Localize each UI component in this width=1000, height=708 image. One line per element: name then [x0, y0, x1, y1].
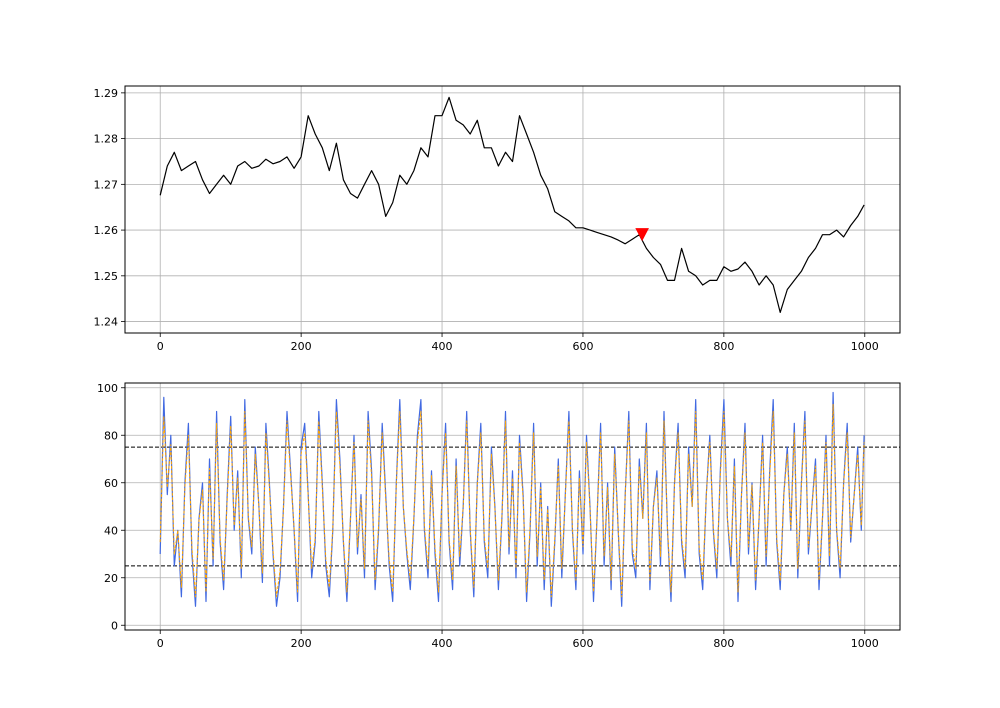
price-chart-y-tick-label: 1.24: [94, 316, 119, 329]
price-chart-x-tick-label: 200: [291, 340, 312, 353]
oscillator-chart-y-tick-label: 40: [104, 524, 118, 537]
oscillator-chart-y-axis: 0 20 40 60 80 100: [97, 382, 125, 632]
price-chart-y-tick-label: 1.28: [94, 133, 119, 146]
price-chart-markers: [635, 228, 649, 242]
oscillator-chart-y-tick-label: 100: [97, 382, 118, 395]
oscillator-chart-x-tick-label: 1000: [851, 637, 879, 650]
oscillator-chart-frame: [124, 382, 901, 631]
price-chart-signal-marker: [635, 228, 649, 242]
oscillator-chart-y-tick-label: 80: [104, 429, 118, 442]
price-chart-x-tick-label: 1000: [851, 340, 879, 353]
oscillator-chart: 0 200 400 600 800 1000 0 20 40 60 80 100: [97, 382, 901, 650]
price-chart-x-tick-label: 600: [572, 340, 593, 353]
price-chart-y-tick-label: 1.26: [94, 224, 119, 237]
price-chart-y-tick-label: 1.27: [94, 178, 119, 191]
oscillator-chart-x-tick-label: 600: [572, 637, 593, 650]
oscillator-chart-x-tick-label: 800: [713, 637, 734, 650]
price-chart-series: [159, 96, 865, 313]
oscillator-chart-y-tick-label: 0: [111, 619, 118, 632]
oscillator-chart-series-line: [159, 403, 865, 598]
oscillator-chart-y-tick-label: 20: [104, 572, 118, 585]
price-chart: 0 200 400 600 800 1000 1.241.251.261.271.281.…: [94, 85, 901, 353]
price-chart-frame: [124, 85, 901, 334]
price-chart-x-axis: 0 200 400 600 800 1000: [157, 333, 879, 353]
price-chart-series-line: [159, 96, 865, 313]
oscillator-chart-x-axis: 0 200 400 600 800 1000: [157, 630, 879, 650]
price-chart-y-axis: 1.24 1.25 1.26 1.27 1.28 1.29: [94, 87, 125, 329]
oscillator-chart-x-tick-label: 0: [157, 637, 164, 650]
oscillator-chart-y-tick-label: 60: [104, 477, 118, 490]
price-chart-y-tick-label: 1.25: [94, 270, 119, 283]
price-chart-x-tick-label: 400: [432, 340, 453, 353]
oscillator-chart-series: [159, 391, 865, 607]
price-chart-grid: [125, 86, 900, 333]
price-chart-x-tick-label: 800: [713, 340, 734, 353]
oscillator-chart-x-tick-label: 400: [432, 637, 453, 650]
oscillator-chart-x-tick-label: 200: [291, 637, 312, 650]
price-chart-x-tick-label: 0: [157, 340, 164, 353]
price-chart-y-tick-label: 1.29: [94, 87, 119, 100]
